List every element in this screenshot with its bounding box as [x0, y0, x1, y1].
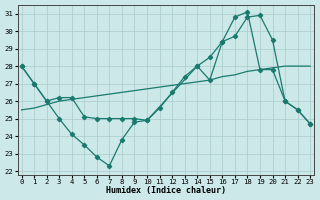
X-axis label: Humidex (Indice chaleur): Humidex (Indice chaleur)	[106, 186, 226, 195]
